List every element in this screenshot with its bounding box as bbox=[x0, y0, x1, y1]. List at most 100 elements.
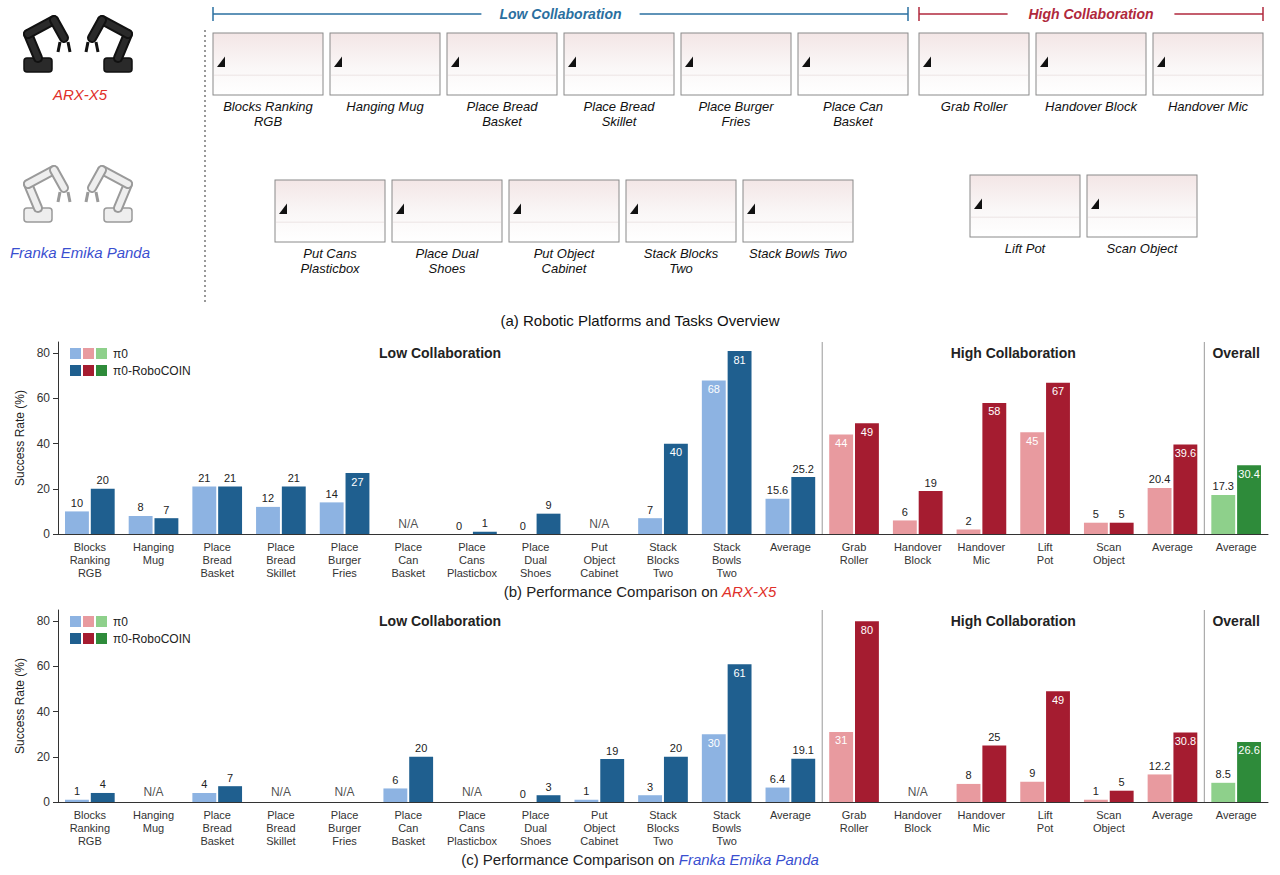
svg-text:9: 9 bbox=[1029, 767, 1035, 779]
svg-text:Bread: Bread bbox=[266, 554, 295, 566]
svg-text:5: 5 bbox=[1119, 508, 1125, 520]
svg-text:3: 3 bbox=[647, 781, 653, 793]
svg-text:ARX-X5: ARX-X5 bbox=[52, 86, 108, 103]
svg-text:40: 40 bbox=[37, 437, 51, 451]
svg-text:58: 58 bbox=[988, 405, 1000, 417]
svg-text:80: 80 bbox=[37, 346, 51, 360]
svg-text:Blocks Ranking: Blocks Ranking bbox=[223, 99, 313, 114]
svg-text:3: 3 bbox=[545, 781, 551, 793]
svg-text:80: 80 bbox=[861, 624, 873, 636]
svg-text:Lift: Lift bbox=[1038, 809, 1053, 821]
svg-text:Place: Place bbox=[267, 809, 295, 821]
svg-text:Mug: Mug bbox=[143, 822, 164, 834]
svg-text:Skillet: Skillet bbox=[266, 835, 295, 847]
svg-text:0: 0 bbox=[43, 527, 50, 541]
svg-text:5: 5 bbox=[1093, 508, 1099, 520]
svg-text:Place: Place bbox=[203, 809, 231, 821]
svg-text:Blocks: Blocks bbox=[647, 822, 680, 834]
svg-text:Cabinet: Cabinet bbox=[542, 261, 588, 276]
svg-text:25.2: 25.2 bbox=[793, 463, 814, 475]
svg-text:4: 4 bbox=[201, 778, 207, 790]
svg-text:Fries: Fries bbox=[332, 835, 357, 847]
svg-text:Basket: Basket bbox=[391, 835, 425, 847]
svg-text:Basket: Basket bbox=[200, 835, 234, 847]
svg-text:Basket: Basket bbox=[833, 114, 874, 129]
svg-text:Plasticbox: Plasticbox bbox=[447, 835, 498, 847]
svg-text:Cabinet: Cabinet bbox=[580, 835, 618, 847]
svg-text:8.5: 8.5 bbox=[1216, 768, 1231, 780]
svg-text:Shoes: Shoes bbox=[429, 261, 466, 276]
svg-text:Average: Average bbox=[1152, 809, 1193, 821]
svg-text:Place Can: Place Can bbox=[823, 99, 883, 114]
svg-text:17.3: 17.3 bbox=[1213, 480, 1234, 492]
svg-text:Shoes: Shoes bbox=[520, 567, 552, 579]
svg-text:N/A: N/A bbox=[144, 785, 164, 799]
svg-text:60: 60 bbox=[37, 391, 51, 405]
svg-text:Roller: Roller bbox=[840, 822, 869, 834]
svg-text:Can: Can bbox=[398, 554, 418, 566]
svg-text:4: 4 bbox=[100, 778, 106, 790]
svg-text:Cabinet: Cabinet bbox=[580, 567, 618, 579]
svg-text:Basket: Basket bbox=[482, 114, 523, 129]
svg-text:Overall: Overall bbox=[1212, 345, 1259, 361]
svg-text:Franka Emika Panda: Franka Emika Panda bbox=[10, 244, 150, 261]
svg-text:N/A: N/A bbox=[398, 517, 418, 531]
svg-text:21: 21 bbox=[198, 472, 210, 484]
svg-text:Object: Object bbox=[583, 822, 615, 834]
svg-text:Success Rate (%): Success Rate (%) bbox=[13, 390, 27, 486]
svg-text:N/A: N/A bbox=[908, 785, 928, 799]
svg-text:20.4: 20.4 bbox=[1149, 473, 1170, 485]
svg-text:Hanging Mug: Hanging Mug bbox=[346, 99, 424, 114]
svg-text:Ranking: Ranking bbox=[70, 822, 110, 834]
svg-text:Object: Object bbox=[1093, 822, 1125, 834]
svg-text:Block: Block bbox=[904, 822, 931, 834]
svg-text:Ranking: Ranking bbox=[70, 554, 110, 566]
svg-text:Scan Object: Scan Object bbox=[1107, 241, 1179, 256]
svg-text:Stack Bowls Two: Stack Bowls Two bbox=[749, 246, 847, 261]
svg-text:Place Bread: Place Bread bbox=[467, 99, 539, 114]
svg-text:Stack Blocks: Stack Blocks bbox=[644, 246, 719, 261]
svg-text:Place: Place bbox=[522, 809, 550, 821]
svg-text:Bread: Bread bbox=[266, 822, 295, 834]
svg-text:Stack: Stack bbox=[649, 809, 677, 821]
svg-text:25: 25 bbox=[988, 731, 1000, 743]
svg-text:N/A: N/A bbox=[335, 785, 355, 799]
svg-text:45: 45 bbox=[1026, 435, 1038, 447]
svg-text:Place Bread: Place Bread bbox=[584, 99, 656, 114]
svg-text:19: 19 bbox=[606, 745, 618, 757]
svg-text:Handover: Handover bbox=[894, 809, 942, 821]
svg-text:9: 9 bbox=[545, 499, 551, 511]
svg-text:N/A: N/A bbox=[271, 785, 291, 799]
svg-text:Grab: Grab bbox=[842, 541, 866, 553]
svg-text:30.4: 30.4 bbox=[1238, 468, 1259, 480]
svg-text:Cans: Cans bbox=[459, 554, 485, 566]
svg-text:20: 20 bbox=[97, 474, 109, 486]
svg-text:ARX-X5: ARX-X5 bbox=[721, 583, 777, 600]
svg-text:Bowls: Bowls bbox=[712, 554, 742, 566]
svg-text:Place: Place bbox=[331, 809, 359, 821]
svg-text:20: 20 bbox=[670, 742, 682, 754]
svg-text:(c) Performance Comparison on: (c) Performance Comparison on bbox=[461, 851, 679, 868]
svg-text:20: 20 bbox=[37, 750, 51, 764]
svg-text:8: 8 bbox=[138, 501, 144, 513]
svg-text:Average: Average bbox=[1152, 541, 1193, 553]
svg-text:Overall: Overall bbox=[1212, 613, 1259, 629]
svg-text:Block: Block bbox=[904, 554, 931, 566]
svg-text:Bread: Bread bbox=[203, 822, 232, 834]
svg-text:27: 27 bbox=[351, 476, 363, 488]
svg-text:Mug: Mug bbox=[143, 554, 164, 566]
svg-text:Hanging: Hanging bbox=[133, 809, 174, 821]
svg-text:Mic: Mic bbox=[973, 822, 991, 834]
svg-text:Lift: Lift bbox=[1038, 541, 1053, 553]
svg-text:Dual: Dual bbox=[524, 822, 547, 834]
svg-text:Low Collaboration: Low Collaboration bbox=[379, 613, 501, 629]
svg-text:Handover Block: Handover Block bbox=[1045, 99, 1138, 114]
svg-text:Handover Mic: Handover Mic bbox=[1168, 99, 1249, 114]
svg-text:Burger: Burger bbox=[328, 822, 361, 834]
svg-text:Put Object: Put Object bbox=[534, 246, 596, 261]
svg-text:81: 81 bbox=[733, 354, 745, 366]
svg-text:7: 7 bbox=[647, 504, 653, 516]
svg-text:π0-RoboCOIN: π0-RoboCOIN bbox=[113, 364, 191, 378]
svg-text:0: 0 bbox=[520, 788, 526, 800]
svg-text:67: 67 bbox=[1052, 385, 1064, 397]
